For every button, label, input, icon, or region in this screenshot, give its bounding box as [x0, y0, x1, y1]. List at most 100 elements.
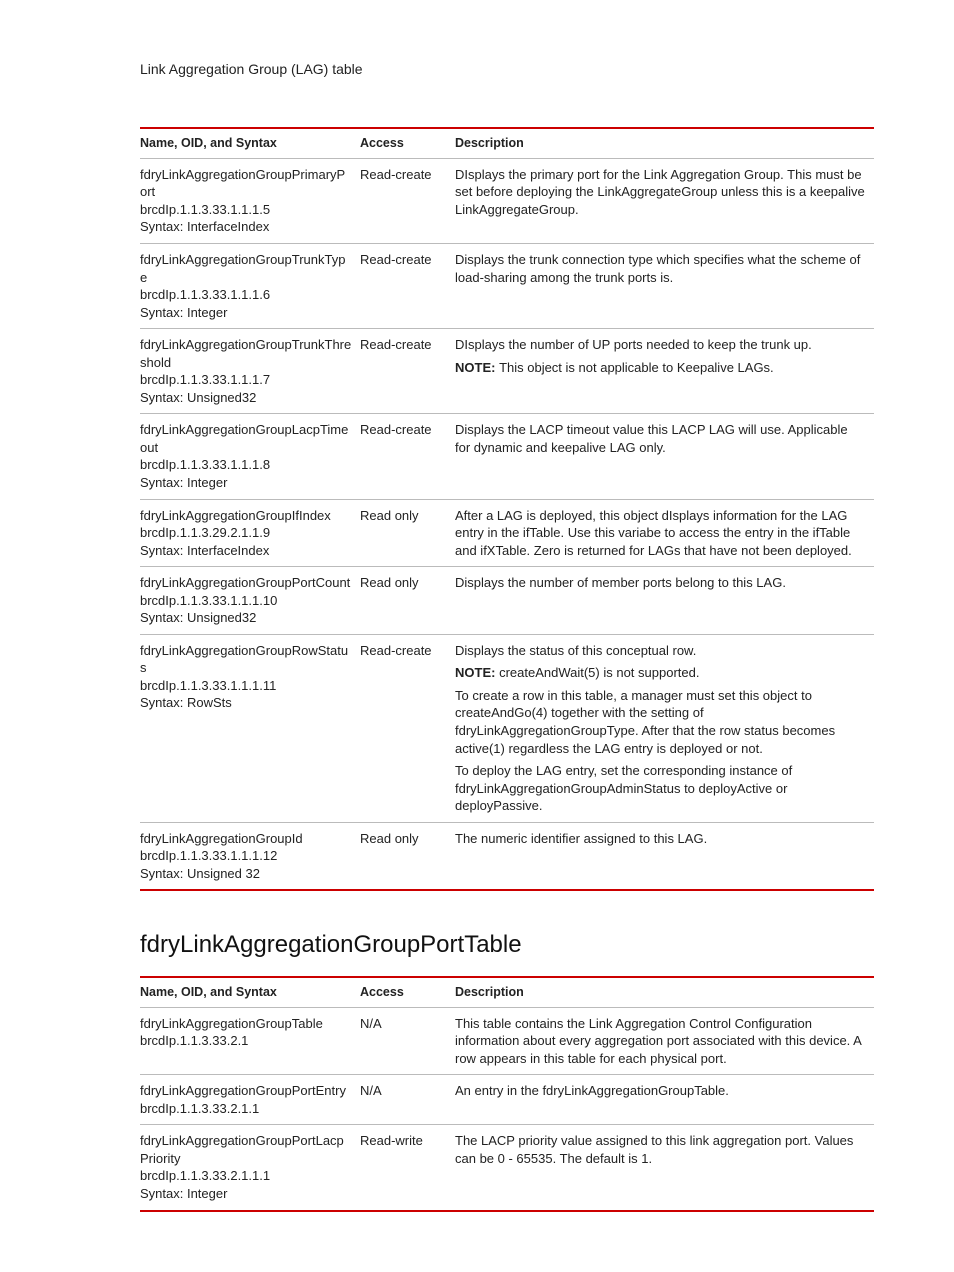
cell-access: Read only — [360, 499, 455, 567]
cell-name-oid-syntax: fdryLinkAggregationGroupLacpTimeoutbrcdI… — [140, 414, 360, 499]
description-text: The LACP priority value assigned to this… — [455, 1132, 866, 1167]
table-row: fdryLinkAggregationGroupPortLacpPriority… — [140, 1125, 874, 1211]
mib-oid: brcdIp.1.1.3.33.1.1.1.7 — [140, 371, 352, 389]
description-text: DIsplays the number of UP ports needed t… — [455, 336, 866, 354]
mib-oid: brcdIp.1.1.3.33.1.1.1.10 — [140, 592, 352, 610]
mib-name: fdryLinkAggregationGroupPortCount — [140, 574, 352, 592]
table-row: fdryLinkAggregationGroupIfIndexbrcdIp.1.… — [140, 499, 874, 567]
table-row: fdryLinkAggregationGroupRowStatusbrcdIp.… — [140, 634, 874, 822]
table-row: fdryLinkAggregationGroupTrunkThresholdbr… — [140, 329, 874, 414]
cell-name-oid-syntax: fdryLinkAggregationGroupTrunkTypebrcdIp.… — [140, 243, 360, 328]
cell-name-oid-syntax: fdryLinkAggregationGroupPrimaryPortbrcdI… — [140, 158, 360, 243]
description-text: After a LAG is deployed, this object dIs… — [455, 507, 866, 560]
cell-access: Read-create — [360, 329, 455, 414]
lag-table: Name, OID, and Syntax Access Description… — [140, 127, 874, 891]
mib-name: fdryLinkAggregationGroupPrimaryPort — [140, 166, 352, 201]
cell-description: Displays the LACP timeout value this LAC… — [455, 414, 874, 499]
note-label: NOTE: — [455, 360, 499, 375]
cell-name-oid-syntax: fdryLinkAggregationGroupIdbrcdIp.1.1.3.3… — [140, 822, 360, 890]
cell-description: This table contains the Link Aggregation… — [455, 1007, 874, 1075]
mib-oid: brcdIp.1.1.3.33.1.1.1.8 — [140, 456, 352, 474]
description-text: The numeric identifier assigned to this … — [455, 830, 866, 848]
mib-name: fdryLinkAggregationGroupPortLacpPriority — [140, 1132, 352, 1167]
cell-access: N/A — [360, 1007, 455, 1075]
mib-syntax: Syntax: InterfaceIndex — [140, 542, 352, 560]
table-row: fdryLinkAggregationGroupIdbrcdIp.1.1.3.3… — [140, 822, 874, 890]
cell-description: Displays the trunk connection type which… — [455, 243, 874, 328]
cell-access: Read-write — [360, 1125, 455, 1211]
cell-name-oid-syntax: fdryLinkAggregationGroupPortEntrybrcdIp.… — [140, 1075, 360, 1125]
col-access: Access — [360, 977, 455, 1007]
col-description: Description — [455, 977, 874, 1007]
lag-port-table: Name, OID, and Syntax Access Description… — [140, 976, 874, 1212]
mib-oid: brcdIp.1.1.3.29.2.1.1.9 — [140, 524, 352, 542]
description-text: To create a row in this table, a manager… — [455, 687, 866, 757]
table-header-row: Name, OID, and Syntax Access Description — [140, 977, 874, 1007]
cell-description: Displays the status of this conceptual r… — [455, 634, 874, 822]
mib-oid: brcdIp.1.1.3.33.2.1.1 — [140, 1100, 352, 1118]
mib-name: fdryLinkAggregationGroupTrunkThreshold — [140, 336, 352, 371]
description-text: DIsplays the primary port for the Link A… — [455, 166, 866, 219]
mib-oid: brcdIp.1.1.3.33.1.1.1.6 — [140, 286, 352, 304]
cell-name-oid-syntax: fdryLinkAggregationGroupTablebrcdIp.1.1.… — [140, 1007, 360, 1075]
cell-name-oid-syntax: fdryLinkAggregationGroupPortLacpPriority… — [140, 1125, 360, 1211]
mib-name: fdryLinkAggregationGroupTable — [140, 1015, 352, 1033]
mib-syntax: Syntax: Unsigned32 — [140, 609, 352, 627]
col-access: Access — [360, 128, 455, 158]
table-header-row: Name, OID, and Syntax Access Description — [140, 128, 874, 158]
cell-access: Read-create — [360, 634, 455, 822]
description-text: An entry in the fdryLinkAggregationGroup… — [455, 1082, 866, 1100]
cell-description: After a LAG is deployed, this object dIs… — [455, 499, 874, 567]
cell-name-oid-syntax: fdryLinkAggregationGroupRowStatusbrcdIp.… — [140, 634, 360, 822]
mib-syntax: Syntax: Unsigned32 — [140, 389, 352, 407]
note-text: This object is not applicable to Keepali… — [499, 360, 774, 375]
table-row: fdryLinkAggregationGroupPrimaryPortbrcdI… — [140, 158, 874, 243]
cell-description: An entry in the fdryLinkAggregationGroup… — [455, 1075, 874, 1125]
mib-name: fdryLinkAggregationGroupRowStatus — [140, 642, 352, 677]
section-title: fdryLinkAggregationGroupPortTable — [140, 929, 874, 961]
table-row: fdryLinkAggregationGroupPortEntrybrcdIp.… — [140, 1075, 874, 1125]
description-text: Displays the LACP timeout value this LAC… — [455, 421, 866, 456]
mib-syntax: Syntax: RowSts — [140, 694, 352, 712]
mib-oid: brcdIp.1.1.3.33.2.1.1.1 — [140, 1167, 352, 1185]
mib-name: fdryLinkAggregationGroupTrunkType — [140, 251, 352, 286]
mib-syntax: Syntax: Integer — [140, 304, 352, 322]
note-text: createAndWait(5) is not supported. — [499, 665, 699, 680]
cell-description: Displays the number of member ports belo… — [455, 567, 874, 635]
cell-access: Read only — [360, 567, 455, 635]
cell-name-oid-syntax: fdryLinkAggregationGroupPortCountbrcdIp.… — [140, 567, 360, 635]
page-header: Link Aggregation Group (LAG) table — [140, 60, 874, 79]
col-name: Name, OID, and Syntax — [140, 977, 360, 1007]
note-label: NOTE: — [455, 665, 499, 680]
cell-access: Read only — [360, 822, 455, 890]
mib-name: fdryLinkAggregationGroupPortEntry — [140, 1082, 352, 1100]
mib-syntax: Syntax: Integer — [140, 1185, 352, 1203]
cell-description: DIsplays the primary port for the Link A… — [455, 158, 874, 243]
col-description: Description — [455, 128, 874, 158]
cell-name-oid-syntax: fdryLinkAggregationGroupTrunkThresholdbr… — [140, 329, 360, 414]
table-row: fdryLinkAggregationGroupTrunkTypebrcdIp.… — [140, 243, 874, 328]
table-row: fdryLinkAggregationGroupPortCountbrcdIp.… — [140, 567, 874, 635]
col-name: Name, OID, and Syntax — [140, 128, 360, 158]
mib-syntax: Syntax: InterfaceIndex — [140, 218, 352, 236]
mib-oid: brcdIp.1.1.3.33.1.1.1.11 — [140, 677, 352, 695]
cell-access: Read-create — [360, 158, 455, 243]
description-text: Displays the status of this conceptual r… — [455, 642, 866, 660]
table-row: fdryLinkAggregationGroupTablebrcdIp.1.1.… — [140, 1007, 874, 1075]
mib-oid: brcdIp.1.1.3.33.1.1.1.12 — [140, 847, 352, 865]
description-note: NOTE: createAndWait(5) is not supported. — [455, 664, 866, 682]
mib-oid: brcdIp.1.1.3.33.2.1 — [140, 1032, 352, 1050]
mib-oid: brcdIp.1.1.3.33.1.1.1.5 — [140, 201, 352, 219]
description-text: Displays the trunk connection type which… — [455, 251, 866, 286]
description-text: This table contains the Link Aggregation… — [455, 1015, 866, 1068]
cell-description: DIsplays the number of UP ports needed t… — [455, 329, 874, 414]
description-text: Displays the number of member ports belo… — [455, 574, 866, 592]
mib-name: fdryLinkAggregationGroupIfIndex — [140, 507, 352, 525]
description-note: NOTE: This object is not applicable to K… — [455, 359, 866, 377]
mib-name: fdryLinkAggregationGroupLacpTimeout — [140, 421, 352, 456]
cell-access: N/A — [360, 1075, 455, 1125]
mib-name: fdryLinkAggregationGroupId — [140, 830, 352, 848]
mib-syntax: Syntax: Unsigned 32 — [140, 865, 352, 883]
description-text: To deploy the LAG entry, set the corresp… — [455, 762, 866, 815]
mib-syntax: Syntax: Integer — [140, 474, 352, 492]
